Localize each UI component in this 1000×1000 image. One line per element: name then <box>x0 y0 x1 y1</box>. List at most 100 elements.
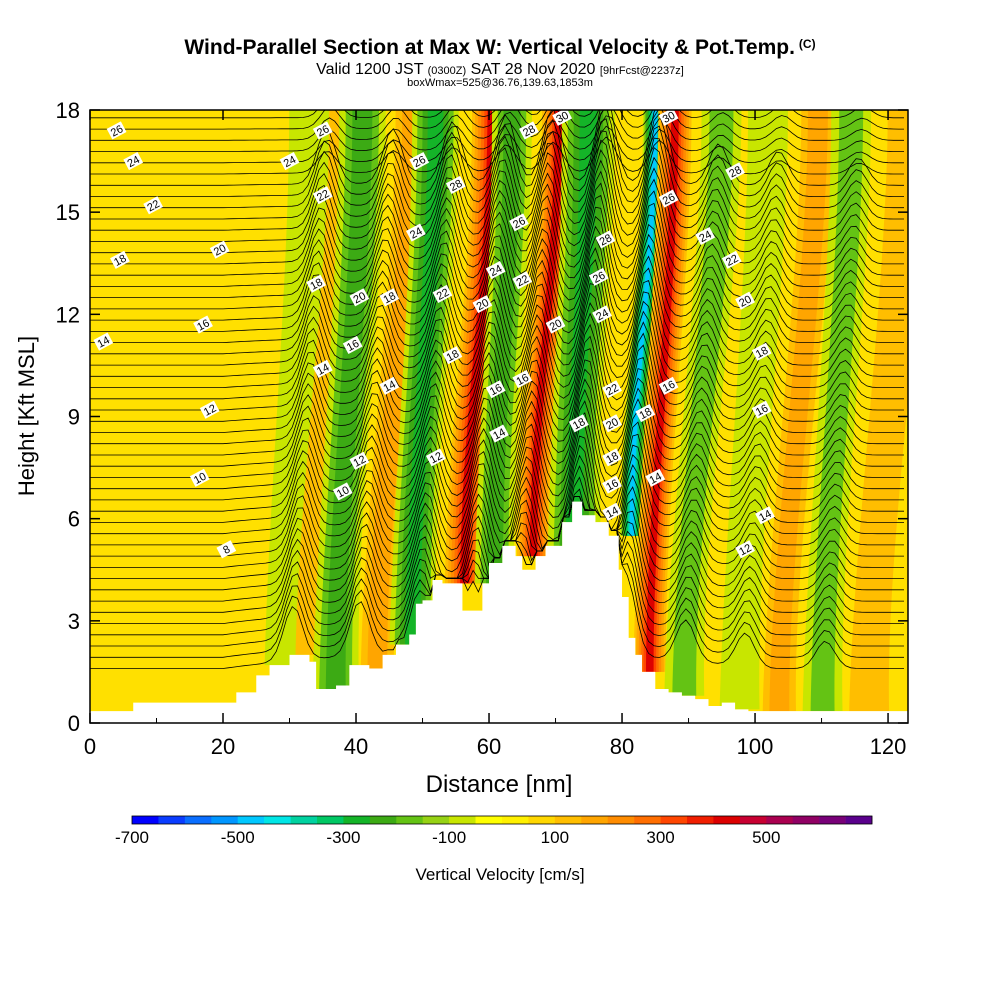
x-tick-label: 80 <box>610 734 634 759</box>
colorbar-tick-label: 300 <box>646 828 674 847</box>
contour-label-bg <box>751 342 772 361</box>
isentrope-line <box>90 149 904 242</box>
isentrope-line <box>90 182 904 276</box>
contour-label-bg <box>735 291 755 310</box>
y-tick-label: 18 <box>56 98 80 123</box>
colorbar-swatch <box>634 816 661 824</box>
contour-label-bg <box>512 271 533 290</box>
contour-label: 18 <box>751 342 772 361</box>
contour-label-bg <box>592 305 612 324</box>
isentrope-line <box>90 388 904 490</box>
isentrope-line <box>90 225 904 321</box>
y-tick-label: 6 <box>68 507 80 532</box>
contour-label-bg <box>519 121 539 140</box>
contour-label-bg <box>552 110 573 126</box>
velocity-column <box>664 110 742 696</box>
contour-label-bg <box>725 162 745 181</box>
contour-label-bg <box>512 369 533 389</box>
contour-label-text: 8 <box>221 543 232 556</box>
contour-label-bg <box>106 121 127 140</box>
contour-label-text: 10 <box>335 484 351 500</box>
contour-label-bg <box>658 110 679 126</box>
isentrope-line <box>90 139 904 231</box>
contour-label: 22 <box>143 196 164 214</box>
contour-label: 26 <box>509 213 529 232</box>
contour-label-text: 20 <box>212 242 228 258</box>
contour-label-bg <box>588 267 609 286</box>
isentrope-line <box>90 359 904 456</box>
colorbar-tick-label: 100 <box>541 828 569 847</box>
colorbar-swatch <box>845 816 873 824</box>
contour-label: 20 <box>602 414 622 432</box>
contour-label: 14 <box>489 424 509 443</box>
contour-label-bg <box>306 274 326 293</box>
box-info: boxWmax=525@36.76,139.63,1853m <box>407 77 593 89</box>
contour-label: 28 <box>725 162 745 181</box>
colorbar-tick-label: 500 <box>752 828 780 847</box>
contour-label: 22 <box>602 380 622 398</box>
contour-label-text: 28 <box>521 123 537 139</box>
contour-label: 26 <box>588 267 609 286</box>
contour-label-bg <box>405 223 426 242</box>
contour-label-text: 28 <box>727 164 743 180</box>
contour-label-text: 24 <box>594 307 610 323</box>
contour-label: 26 <box>312 121 333 139</box>
contour-label-bg <box>755 506 775 525</box>
contour-label: 14 <box>312 359 333 378</box>
contour-label-text: 22 <box>724 253 740 269</box>
contour-label-bg <box>123 152 144 171</box>
contour-label-text: 16 <box>345 338 361 354</box>
contour-label-bg <box>209 240 230 259</box>
contour-label-text: 16 <box>515 372 531 388</box>
contour-label-bg <box>349 288 370 307</box>
contour-label: 18 <box>442 346 463 364</box>
contour-label: 14 <box>93 332 114 351</box>
isentrope-line <box>90 368 904 467</box>
colorbar-swatch <box>607 816 635 824</box>
colorbar-swatch <box>422 816 450 824</box>
contour-label-text: 12 <box>737 542 753 558</box>
contour-label-text: 20 <box>604 416 620 432</box>
contour-label-text: 16 <box>604 477 620 493</box>
isentrope-line <box>90 302 904 400</box>
contour-label: 24 <box>279 152 300 170</box>
colorbar-tick-label: -700 <box>115 828 149 847</box>
isentrope-line <box>90 412 904 512</box>
contour-label-text: 18 <box>308 276 324 292</box>
contour-label: 18 <box>379 288 400 306</box>
contour-label-text: 18 <box>445 348 461 364</box>
isentrope-line <box>90 110 904 186</box>
contour-label-text: 26 <box>661 191 677 207</box>
colorbar-swatch <box>211 816 239 824</box>
contour-label: 26 <box>658 189 679 208</box>
velocity-band <box>769 110 828 712</box>
contour-label: 26 <box>106 121 127 140</box>
contour-label-bg <box>509 213 529 232</box>
isentrope-line <box>90 110 904 141</box>
isentrope-line <box>90 236 904 332</box>
x-tick-label: 60 <box>477 734 501 759</box>
contour-label-text: 12 <box>428 450 444 466</box>
contour-label-bg <box>721 250 742 269</box>
contour-label-text: 18 <box>571 416 587 432</box>
contour-label-text: 12 <box>352 453 368 469</box>
y-axis-label: Height [Kft MSL] <box>14 336 39 496</box>
y-tick-label: 12 <box>56 302 80 327</box>
contour-label-bg <box>472 295 493 314</box>
contour-label-bg <box>735 540 755 559</box>
contour-label-bg <box>445 175 466 194</box>
colorbar: -700 -500 -300 -100 100 300 500 <box>115 815 873 847</box>
contour-label-text: 18 <box>604 450 620 466</box>
contour-label-bg <box>312 359 333 378</box>
x-tick-label: 100 <box>737 734 774 759</box>
contour-label-bg <box>342 335 363 355</box>
contour-label-bg <box>409 152 430 171</box>
colorbar-swatch <box>264 816 291 824</box>
colorbar-swatch <box>184 816 212 824</box>
contour-label-bg <box>635 404 656 423</box>
colorbar-swatch <box>475 816 503 824</box>
colorbar-swatch <box>317 816 344 824</box>
isentrope-line <box>90 60 904 95</box>
contour-label-text: 20 <box>352 290 368 306</box>
isentrope-line <box>90 283 904 377</box>
